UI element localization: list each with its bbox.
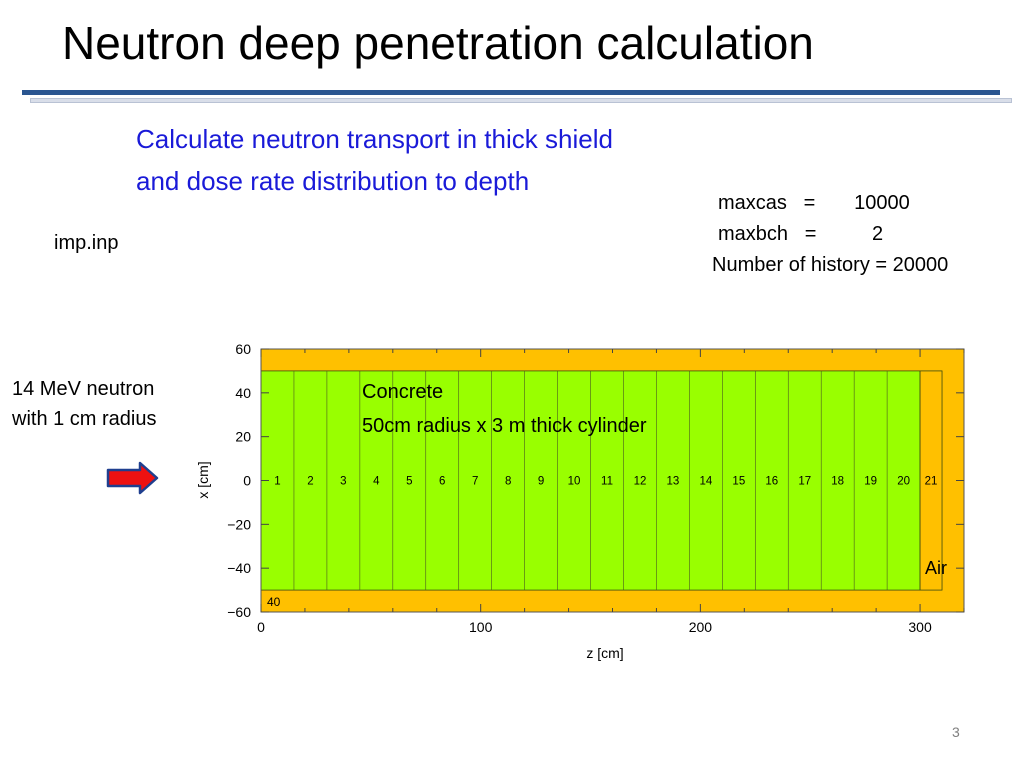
param-maxbch: maxbch = 2 (718, 223, 884, 245)
cell-number-19: 19 (864, 476, 877, 488)
cell-number-1: 1 (274, 476, 280, 488)
cell-number-10: 10 (568, 476, 581, 488)
x-tick-label: 0 (257, 619, 265, 635)
cell-number-5: 5 (406, 476, 412, 488)
y-axis-label: x [cm] (195, 461, 211, 498)
concrete-label-line-1: Concrete (362, 381, 443, 403)
cell-number-21: 21 (925, 476, 938, 488)
y-tick-label: −40 (227, 560, 251, 576)
slide-title: Neutron deep penetration calculation (62, 17, 814, 69)
cell-number-9: 9 (538, 476, 544, 488)
cell-number-20: 20 (897, 476, 910, 488)
cell-number-16: 16 (765, 476, 778, 488)
cell-number-13: 13 (667, 476, 680, 488)
source-label: 14 MeV neutron with 1 cm radius (12, 374, 157, 434)
y-tick-label: 20 (235, 429, 251, 445)
concrete-label-line-2: 50cm radius x 3 m thick cylinder (362, 415, 647, 437)
cell-number-3: 3 (340, 476, 346, 488)
subtitle-line-1: Calculate neutron transport in thick shi… (136, 124, 613, 154)
title-rule (22, 90, 1000, 95)
y-tick-label: 0 (243, 473, 251, 489)
subtitle-line-2: and dose rate distribution to depth (136, 166, 530, 196)
y-tick-label: 60 (235, 341, 251, 357)
air-label: Air (925, 558, 947, 578)
x-tick-label: 200 (689, 619, 713, 635)
cell-number-18: 18 (831, 476, 844, 488)
y-tick-label: 40 (235, 385, 251, 401)
title-rule-shadow (30, 98, 1012, 103)
x-tick-label: 300 (908, 619, 932, 635)
subtitle: Calculate neutron transport in thick shi… (136, 118, 613, 202)
source-label-line-1: 14 MeV neutron (12, 378, 155, 400)
x-tick-label: 100 (469, 619, 493, 635)
source-label-line-2: with 1 cm radius (12, 408, 157, 430)
page-number: 3 (952, 724, 960, 740)
y-tick-label: −60 (227, 604, 251, 620)
y-tick-label: −20 (227, 516, 251, 532)
cell-number-7: 7 (472, 476, 478, 488)
param-history: Number of history = 20000 (712, 254, 949, 276)
cell-number-17: 17 (798, 476, 811, 488)
air-region (919, 370, 943, 591)
outer-region-number: 40 (267, 595, 281, 609)
geometry-layer: 1 2 3 4 5 6 7 8 9 10 11 12 13 14 15 16 17 18 19 20 210 100 200… (227, 341, 965, 635)
input-file-label: imp.inp (54, 232, 119, 254)
cell-number-15: 15 (732, 476, 745, 488)
cell-number-14: 14 (699, 476, 712, 488)
cell-number-11: 11 (601, 476, 613, 488)
cell-number-4: 4 (373, 476, 380, 488)
cell-number-2: 2 (307, 476, 313, 488)
neutron-beam-arrow-icon (106, 461, 159, 495)
cell-number-12: 12 (634, 476, 647, 488)
geometry-plot: 1 2 3 4 5 6 7 8 9 10 11 12 13 14 15 16 17 18 19 20 210 100 200… (195, 341, 965, 661)
x-axis-label: z [cm] (586, 645, 623, 661)
param-maxcas: maxcas = 10000 (718, 192, 910, 214)
cell-number-8: 8 (505, 476, 511, 488)
cell-number-6: 6 (439, 476, 445, 488)
